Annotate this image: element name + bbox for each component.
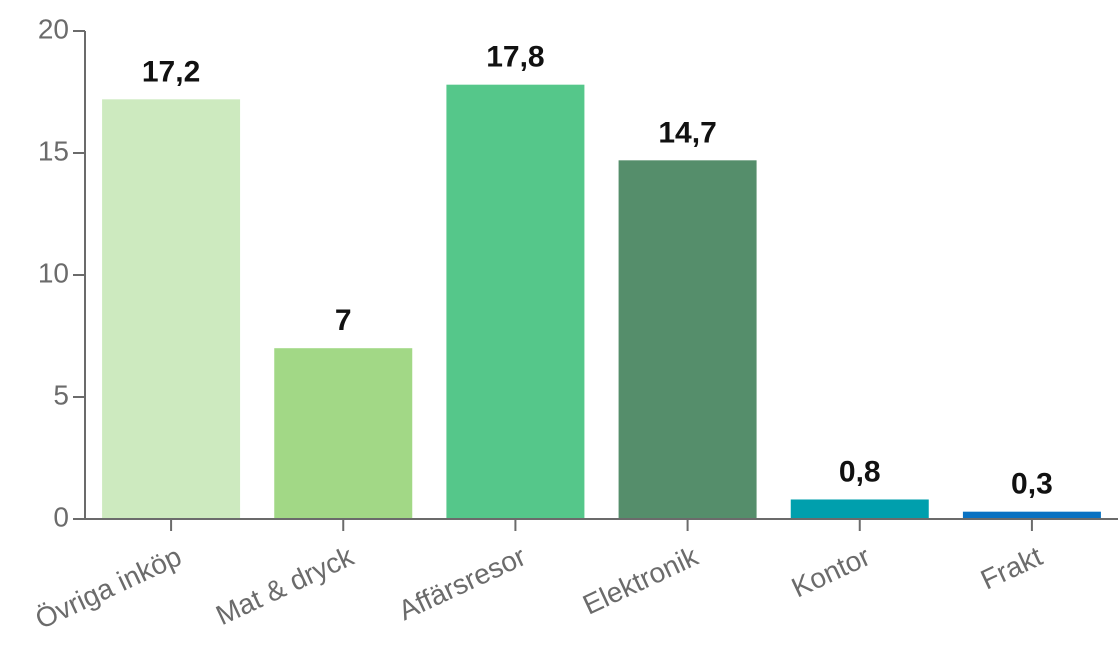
x-tick-label: Frakt bbox=[976, 540, 1047, 595]
bars bbox=[102, 84, 1101, 520]
x-axis: Övriga inköp Mat & dryck Affärsresor Elektr… bbox=[31, 518, 1118, 635]
y-tick-label: 20 bbox=[38, 13, 69, 44]
x-tick-label: Övriga inköp bbox=[31, 540, 187, 635]
data-label: 17,2 bbox=[142, 55, 200, 88]
y-tick-label: 5 bbox=[53, 379, 69, 410]
y-axis: 0 5 10 15 20 bbox=[38, 13, 86, 532]
y-tick-label: 0 bbox=[53, 501, 69, 532]
x-tick-label: Affärsresor bbox=[394, 540, 531, 626]
bar bbox=[962, 511, 1101, 519]
y-tick-label: 15 bbox=[38, 135, 69, 166]
x-tick-label: Kontor bbox=[787, 540, 875, 603]
bar bbox=[618, 160, 757, 519]
bar bbox=[102, 99, 241, 519]
data-label: 0,3 bbox=[1011, 468, 1053, 501]
data-label: 7 bbox=[335, 304, 352, 337]
x-tick-label: Mat & dryck bbox=[211, 540, 359, 631]
data-label: 17,8 bbox=[486, 41, 544, 74]
data-label: 0,8 bbox=[839, 455, 881, 488]
bar bbox=[790, 499, 929, 519]
x-tick-label: Elektronik bbox=[578, 540, 703, 620]
y-tick-label: 10 bbox=[38, 257, 69, 288]
bar bbox=[274, 348, 413, 519]
bar bbox=[446, 84, 585, 520]
data-label: 14,7 bbox=[658, 116, 716, 149]
value-labels: 17,2 7 17,8 14,7 0,8 0,3 bbox=[142, 41, 1053, 501]
